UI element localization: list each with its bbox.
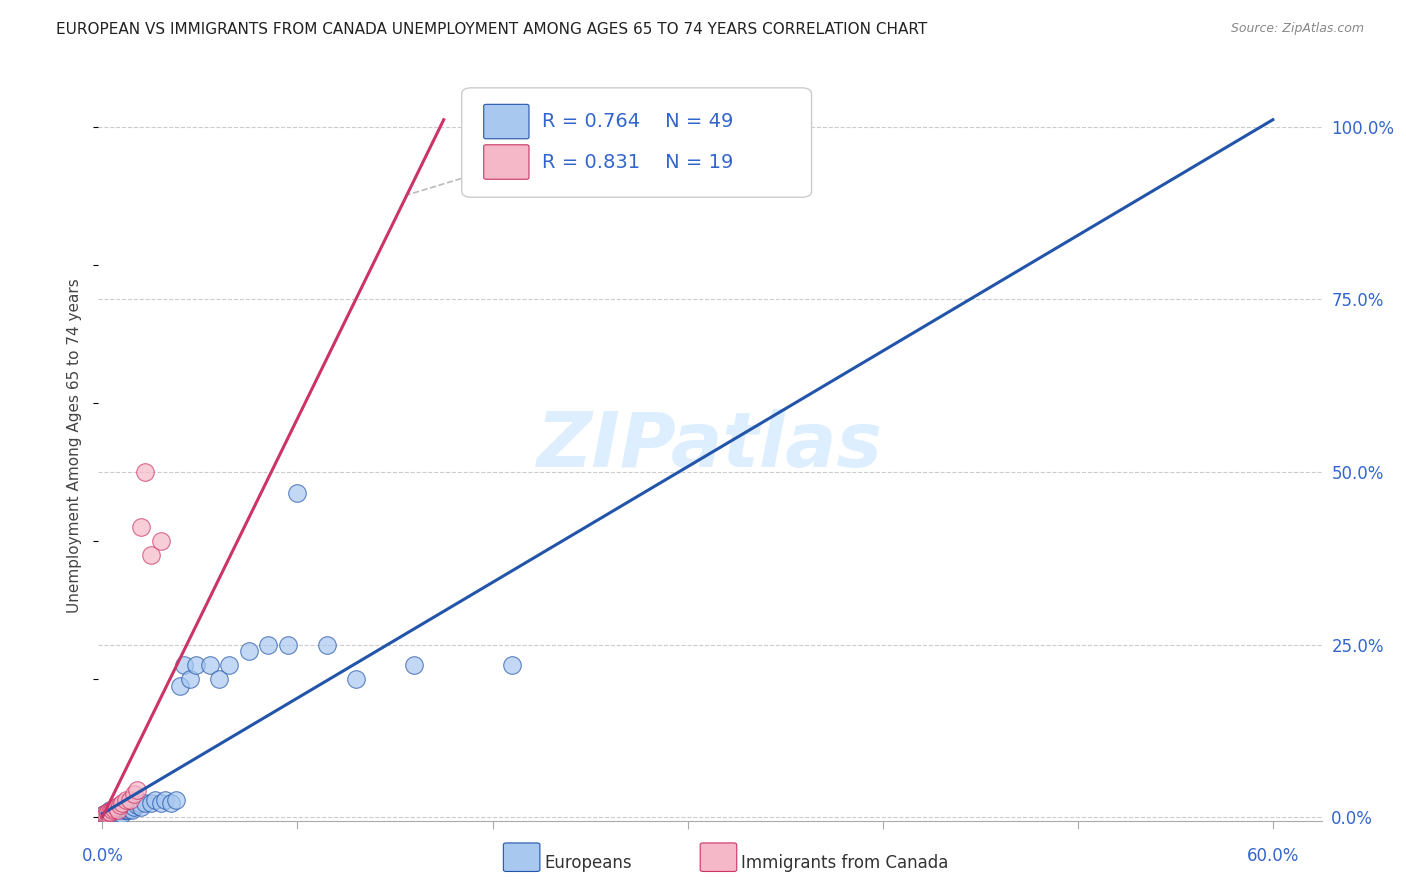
Point [118,793,141,807]
Point [101,803,124,817]
Point [114,793,136,807]
Text: 0.0%: 0.0% [82,847,124,865]
Point [131,520,153,534]
Point [108,802,131,816]
Point [104,802,127,816]
Point [287,485,309,500]
Text: EUROPEAN VS IMMIGRANTS FROM CANADA UNEMPLOYMENT AMONG AGES 65 TO 74 YEARS CORREL: EUROPEAN VS IMMIGRANTS FROM CANADA UNEMP… [56,22,928,37]
Point [104,806,127,821]
Point [131,800,153,814]
Point [107,803,129,817]
Point [238,644,260,658]
Point [98,805,121,819]
Text: Europeans: Europeans [544,854,631,871]
Point [159,797,181,811]
Point [134,797,156,811]
Text: R = 0.764    N = 49: R = 0.764 N = 49 [543,112,734,131]
Point [98,803,121,817]
Point [111,800,134,814]
Point [98,806,121,821]
Point [96,806,118,821]
Point [112,803,135,817]
Text: ZIPatlas: ZIPatlas [537,409,883,483]
FancyBboxPatch shape [484,104,529,139]
Point [103,806,125,821]
Point [128,797,150,811]
Point [149,797,172,811]
Point [179,672,201,686]
Point [118,802,141,816]
Y-axis label: Unemployment Among Ages 65 to 74 years: Unemployment Among Ages 65 to 74 years [67,278,83,614]
Text: Immigrants from Canada: Immigrants from Canada [741,854,948,871]
Point [139,548,162,562]
Point [111,797,134,811]
Point [111,806,134,821]
Point [153,793,176,807]
Point [97,806,120,821]
Point [169,679,191,693]
Point [97,805,120,819]
Point [108,797,131,812]
Point [143,793,166,807]
Point [93,806,115,821]
FancyBboxPatch shape [461,87,811,197]
Point [344,672,367,686]
Point [96,806,118,821]
Point [208,672,231,686]
Point [173,658,195,673]
Text: R = 0.831    N = 19: R = 0.831 N = 19 [543,153,734,171]
Point [218,658,240,673]
Point [166,793,188,807]
FancyBboxPatch shape [484,145,529,179]
Point [97,806,120,821]
Point [107,806,129,821]
Point [127,782,149,797]
Text: Source: ZipAtlas.com: Source: ZipAtlas.com [1230,22,1364,36]
Point [139,797,162,811]
Point [117,803,139,817]
Point [315,638,337,652]
Point [114,803,136,817]
Text: 60.0%: 60.0% [1247,847,1299,865]
Point [404,658,426,673]
Point [134,465,156,479]
Point [501,658,523,673]
Point [101,806,124,821]
Point [122,800,145,814]
Point [257,638,280,652]
Point [149,533,172,548]
Point [107,803,129,817]
Point [103,803,125,817]
Point [103,802,125,816]
Point [93,806,115,821]
Point [121,803,143,817]
Point [104,800,127,814]
Point [97,805,120,819]
Point [101,805,124,819]
Point [277,638,299,652]
Point [184,658,207,673]
Point [122,788,145,802]
Point [127,797,149,812]
Point [108,806,131,821]
Point [198,658,221,673]
